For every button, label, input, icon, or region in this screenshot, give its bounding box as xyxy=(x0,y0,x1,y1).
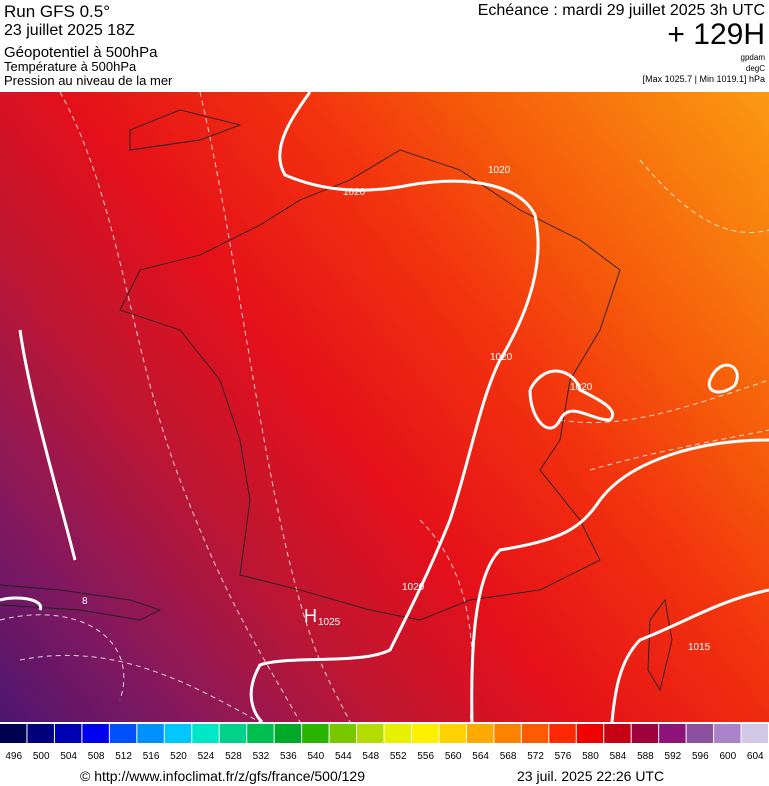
legend-swatch xyxy=(302,724,329,743)
legend-swatch xyxy=(549,724,576,743)
legend-swatch xyxy=(137,724,164,743)
legend-swatch xyxy=(247,724,274,743)
unit: gpdam xyxy=(741,53,766,62)
legend-label: 516 xyxy=(143,751,160,762)
legend-label: 552 xyxy=(390,751,407,762)
temperature-contours xyxy=(0,92,769,722)
legend-label: 508 xyxy=(88,751,105,762)
legend-swatch xyxy=(0,724,27,743)
legend-swatch xyxy=(164,724,192,743)
isobar-label: 1015 xyxy=(688,642,711,653)
isobar-label: 1020 xyxy=(402,582,425,593)
legend-swatch xyxy=(384,724,411,743)
unit: degC xyxy=(746,64,765,73)
high-value: 1025 xyxy=(318,617,341,628)
pressure-isobars xyxy=(0,92,769,722)
isobar-label: 1020 xyxy=(490,352,513,363)
run-date: 23 juillet 2025 18Z xyxy=(4,22,135,39)
pressure-range: [Max 1025.7 | Min 1019.1] hPa xyxy=(643,74,765,84)
legend-label: 604 xyxy=(747,751,764,762)
legend-swatch xyxy=(659,724,686,743)
legend-swatch xyxy=(357,724,384,743)
legend-label: 540 xyxy=(307,751,324,762)
legend-label: 532 xyxy=(253,751,270,762)
legend-label: 580 xyxy=(582,751,599,762)
field-3: Pression au niveau de la mer xyxy=(4,73,173,88)
timestamp: 23 juil. 2025 22:26 UTC xyxy=(517,768,664,784)
legend-label: 556 xyxy=(417,751,434,762)
color-legend: 496 500 504 508 512 516 520 524 528 532 536 540 544 5… xyxy=(0,724,768,762)
isobar-label: 1020 xyxy=(488,165,511,176)
run-title: Run GFS 0.5° xyxy=(4,2,110,21)
isobar-label: 1020 xyxy=(570,382,593,393)
legend-label: 564 xyxy=(472,751,489,762)
legend-label: 600 xyxy=(719,751,736,762)
legend-swatch xyxy=(219,724,247,743)
legend-label: 524 xyxy=(198,751,215,762)
isotherm-label: 8 xyxy=(82,596,88,607)
legend-swatch xyxy=(54,724,82,743)
legend-swatch xyxy=(82,724,109,743)
legend-swatch xyxy=(631,724,659,743)
legend-label: 584 xyxy=(610,751,627,762)
legend-swatch xyxy=(494,724,521,743)
legend-swatch xyxy=(521,724,549,743)
legend-label: 572 xyxy=(527,751,544,762)
legend-label: 560 xyxy=(445,751,462,762)
legend-swatch xyxy=(27,724,54,743)
legend-label: 536 xyxy=(280,751,297,762)
field-1: Géopotentiel à 500hPa xyxy=(4,44,158,61)
legend-label: 500 xyxy=(33,751,50,762)
legend-label: 544 xyxy=(335,751,352,762)
legend-label: 520 xyxy=(170,751,187,762)
legend-swatch xyxy=(604,724,631,743)
france-borders xyxy=(0,109,673,692)
legend-label: 592 xyxy=(665,751,682,762)
legend-label: 588 xyxy=(637,751,654,762)
source-url: © http://www.infoclimat.fr/z/gfs/france/… xyxy=(80,768,365,784)
legend-label: 596 xyxy=(692,751,709,762)
legend-label: 568 xyxy=(500,751,517,762)
legend-swatch xyxy=(741,724,768,743)
map: 1020 1020 1020 1020 1020 H 1025 1015 8 xyxy=(0,92,769,722)
legend-swatch xyxy=(466,724,494,743)
high-marker: H xyxy=(304,606,317,626)
valid-time: Echéance : mardi 29 juillet 2025 3h UTC xyxy=(478,2,765,19)
field xyxy=(0,92,769,722)
legend-swatch xyxy=(411,724,439,743)
field-2: Température à 500hPa xyxy=(4,59,137,74)
legend-swatch xyxy=(576,724,604,743)
legend-label: 528 xyxy=(225,751,242,762)
legend-swatch xyxy=(192,724,219,743)
legend-label: 504 xyxy=(60,751,77,762)
legend-swatch xyxy=(439,724,466,743)
legend-swatch xyxy=(274,724,302,743)
legend-swatch xyxy=(329,724,357,743)
legend-swatch xyxy=(714,724,741,743)
isobar-label: 1020 xyxy=(343,187,366,198)
legend-label: 576 xyxy=(555,751,572,762)
lead-time: + 129H xyxy=(667,18,765,51)
legend-swatch xyxy=(686,724,714,743)
legend-swatch xyxy=(109,724,137,743)
legend-label: 512 xyxy=(115,751,132,762)
legend-label: 496 xyxy=(5,751,22,762)
legend-label: 548 xyxy=(362,751,379,762)
